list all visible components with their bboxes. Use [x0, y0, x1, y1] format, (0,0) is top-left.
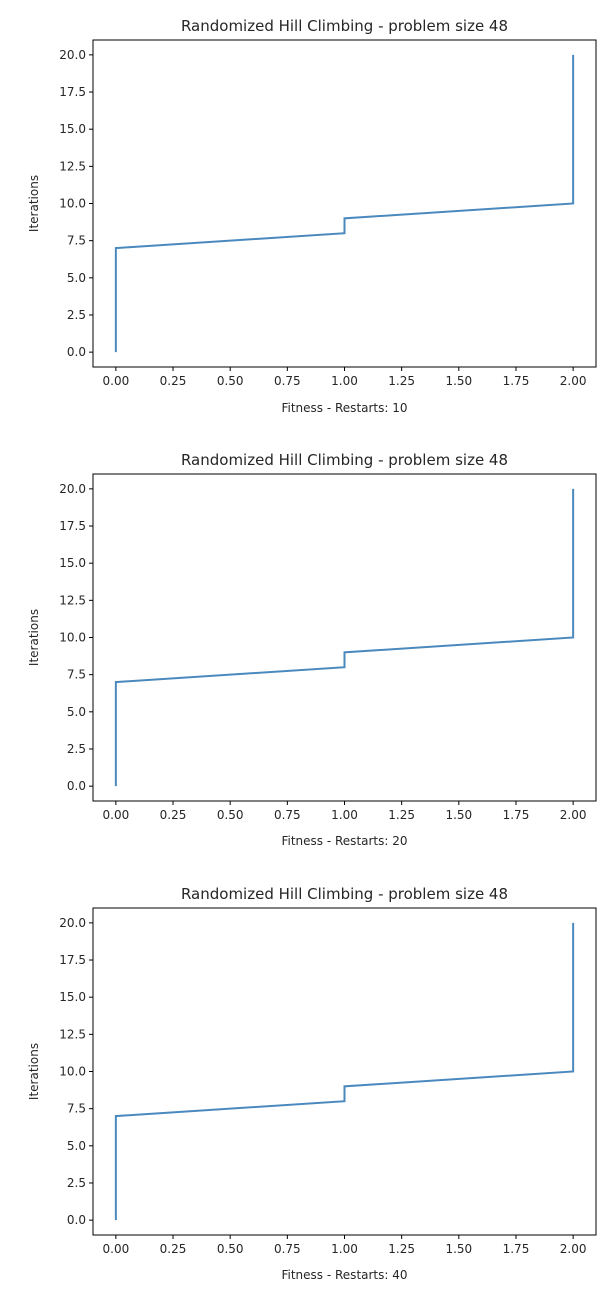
y-tick-label: 17.5	[59, 85, 86, 99]
x-tick-label: 2.00	[560, 374, 587, 388]
y-tick-label: 20.0	[59, 482, 86, 496]
y-tick-label: 2.5	[67, 308, 86, 322]
x-axis-label: Fitness - Restarts: 10	[281, 401, 407, 415]
x-tick-label: 2.00	[560, 808, 587, 822]
x-tick-label: 1.75	[503, 1242, 530, 1256]
axes-frame	[93, 908, 596, 1235]
y-tick-label: 5.0	[67, 1139, 86, 1153]
x-tick-label: 0.00	[103, 374, 130, 388]
x-axis-label: Fitness - Restarts: 20	[281, 834, 407, 848]
x-tick-label: 1.00	[331, 374, 358, 388]
axes-frame	[93, 474, 596, 801]
chart-title: Randomized Hill Climbing - problem size …	[181, 885, 508, 903]
x-tick-label: 1.50	[445, 1242, 472, 1256]
x-axis-label: Fitness - Restarts: 40	[281, 1268, 407, 1282]
y-tick-label: 12.5	[59, 1027, 86, 1041]
subplot-2: Randomized Hill Climbing - problem size …	[27, 451, 596, 848]
x-tick-label: 1.00	[331, 1242, 358, 1256]
x-tick-label: 2.00	[560, 1242, 587, 1256]
y-tick-label: 10.0	[59, 197, 86, 211]
plot-area	[116, 489, 573, 786]
x-tick-label: 1.50	[445, 374, 472, 388]
y-tick-label: 10.0	[59, 1065, 86, 1079]
y-tick-label: 12.5	[59, 159, 86, 173]
y-tick-label: 0.0	[67, 779, 86, 793]
y-tick-label: 7.5	[67, 1102, 86, 1116]
subplot-1: Randomized Hill Climbing - problem size …	[27, 17, 596, 415]
y-tick-label: 15.0	[59, 990, 86, 1004]
x-tick-label: 1.25	[388, 374, 415, 388]
y-tick-label: 17.5	[59, 953, 86, 967]
y-tick-label: 0.0	[67, 345, 86, 359]
chart-title: Randomized Hill Climbing - problem size …	[181, 17, 508, 35]
x-tick-label: 1.25	[388, 1242, 415, 1256]
y-tick-label: 20.0	[59, 48, 86, 62]
x-tick-label: 0.75	[274, 808, 301, 822]
x-tick-label: 1.25	[388, 808, 415, 822]
series-line	[116, 923, 573, 1220]
y-tick-label: 5.0	[67, 705, 86, 719]
y-tick-label: 10.0	[59, 631, 86, 645]
y-tick-label: 7.5	[67, 234, 86, 248]
y-tick-label: 5.0	[67, 271, 86, 285]
x-tick-label: 1.75	[503, 374, 530, 388]
x-tick-label: 1.75	[503, 808, 530, 822]
y-tick-label: 15.0	[59, 556, 86, 570]
plot-area	[116, 923, 573, 1220]
x-tick-label: 0.50	[217, 374, 244, 388]
x-tick-label: 1.00	[331, 808, 358, 822]
chart-title: Randomized Hill Climbing - problem size …	[181, 451, 508, 469]
y-tick-label: 2.5	[67, 742, 86, 756]
x-tick-label: 0.25	[160, 808, 187, 822]
x-tick-label: 0.00	[103, 1242, 130, 1256]
y-tick-label: 2.5	[67, 1176, 86, 1190]
plot-area	[116, 55, 573, 352]
y-tick-label: 0.0	[67, 1213, 86, 1227]
subplot-3: Randomized Hill Climbing - problem size …	[27, 885, 596, 1282]
y-tick-label: 12.5	[59, 593, 86, 607]
x-tick-label: 0.25	[160, 374, 187, 388]
series-line	[116, 489, 573, 786]
x-tick-label: 0.50	[217, 1242, 244, 1256]
y-axis-label: Iterations	[27, 609, 41, 666]
x-tick-label: 0.25	[160, 1242, 187, 1256]
axes-frame	[93, 40, 596, 367]
x-tick-label: 0.00	[103, 808, 130, 822]
series-line	[116, 55, 573, 352]
x-tick-label: 0.75	[274, 1242, 301, 1256]
x-tick-label: 0.50	[217, 808, 244, 822]
y-tick-label: 20.0	[59, 916, 86, 930]
y-tick-label: 17.5	[59, 519, 86, 533]
y-tick-label: 15.0	[59, 122, 86, 136]
y-axis-label: Iterations	[27, 175, 41, 232]
y-tick-label: 7.5	[67, 668, 86, 682]
x-tick-label: 1.50	[445, 808, 472, 822]
x-tick-label: 0.75	[274, 374, 301, 388]
y-axis-label: Iterations	[27, 1043, 41, 1100]
